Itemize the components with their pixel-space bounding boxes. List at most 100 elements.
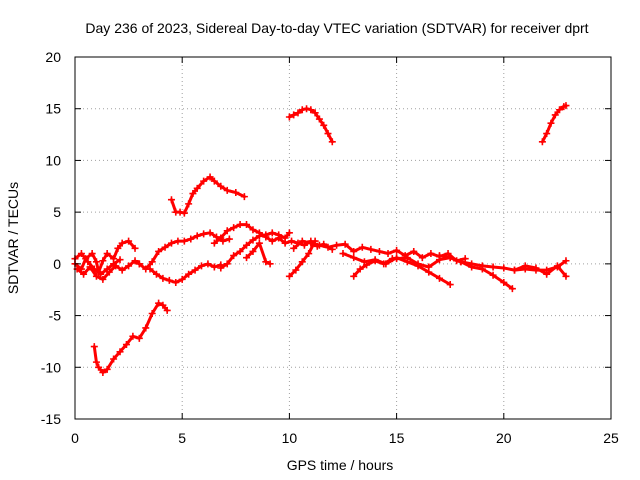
data-point [435,252,443,260]
data-point [562,257,570,265]
x-tick-label: 20 [496,430,512,446]
y-tick-label: -10 [41,359,61,375]
data-point [339,250,347,258]
data-point [328,138,336,146]
data-point [210,263,218,271]
data-point [268,237,276,245]
data-point [262,233,270,241]
data-point [275,234,283,242]
data-point [307,106,315,114]
data-point [298,258,306,266]
data-point [187,235,195,243]
data-point [425,263,433,271]
data-point [206,229,214,237]
data-point [375,247,383,255]
data-point [142,324,150,332]
plot-series [71,102,570,376]
y-tick-label: -15 [41,411,61,427]
data-point [125,262,133,270]
data-point [380,260,388,268]
data-point [243,254,251,262]
data-point [303,105,311,113]
data-point [292,266,300,274]
data-point [290,244,298,252]
data-point [193,184,201,192]
data-point [232,188,240,196]
data-point [129,332,137,340]
data-point [403,254,411,262]
data-point [356,265,364,273]
data-point [185,200,193,208]
data-point [103,250,111,258]
data-point [180,237,188,245]
data-point [223,227,231,235]
data-point [311,109,319,117]
data-point [341,240,349,248]
data-point [217,234,225,242]
data-point [363,261,371,269]
data-point [152,270,160,278]
y-tick-label: -5 [49,308,62,324]
data-point [298,237,306,245]
data-point [236,221,244,229]
data-point [217,182,225,190]
data-point [435,274,443,282]
data-point [240,193,248,201]
data-point [249,236,257,244]
data-point [185,270,193,278]
data-point [189,190,197,198]
data-point [172,278,180,286]
series-arc-5 [135,229,233,273]
data-point [538,138,546,146]
data-point [249,226,257,234]
data-point [159,274,167,282]
data-point [92,258,100,266]
data-point [393,246,401,254]
y-axis-label: SDTVAR / TECUs [5,182,21,294]
series-arc-18 [511,262,570,280]
data-point [135,334,143,342]
data-point [384,250,392,258]
data-point [305,250,313,258]
data-point [99,275,107,283]
data-point [350,254,358,262]
data-point [324,243,332,251]
data-point [116,256,124,264]
data-point [320,121,328,129]
series-arc-6 [146,260,225,286]
series-arc-11 [285,105,336,146]
data-point [167,196,175,204]
data-point [99,368,107,376]
data-point [217,264,225,272]
data-point [551,111,559,119]
data-point [174,237,182,245]
data-point [489,271,497,279]
series-arc-15 [350,255,396,280]
data-point [99,257,107,265]
data-point [508,285,516,293]
data-point [358,243,366,251]
chart-title: Day 236 of 2023, Sidereal Day-to-day VTE… [85,20,588,36]
data-point [131,244,139,252]
data-point [118,239,126,247]
y-tick-label: 10 [45,152,61,168]
x-tick-label: 5 [178,430,186,446]
data-point [223,260,231,268]
data-point [110,260,118,268]
data-point [547,119,555,127]
y-tick-label: 5 [53,204,61,220]
data-point [110,355,118,363]
data-point [393,255,401,263]
data-point [146,265,154,273]
data-point [350,247,358,255]
series-arc-19 [538,102,570,146]
data-point [285,113,293,121]
data-point [148,258,156,266]
data-point [200,177,208,185]
data-point [290,111,298,119]
data-point [92,358,100,366]
data-point [204,260,212,268]
data-point [262,258,270,266]
